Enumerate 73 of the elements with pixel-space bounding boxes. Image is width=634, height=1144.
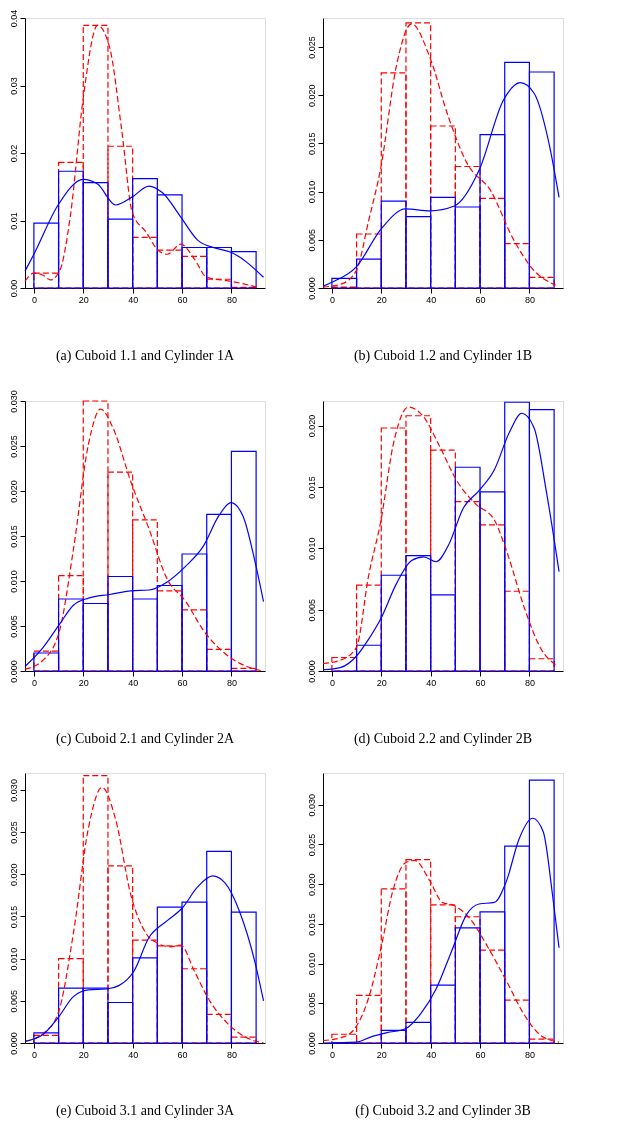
x-tick-label: 40 [128, 1049, 139, 1060]
x-tick-label: 40 [426, 294, 437, 305]
y-tick-label: 0.030 [8, 390, 19, 413]
y-tick-label: 0.005 [306, 229, 317, 252]
x-tick-label: 40 [426, 677, 437, 688]
text: (b) Cuboid 1.2 and Cylinder 1B [353, 348, 533, 364]
y-tick-label: 0.000 [306, 277, 317, 300]
x-tick-label: 0 [329, 677, 335, 688]
y-tick-label: 0.025 [306, 833, 317, 857]
y-tick-label: 0.005 [306, 992, 317, 1016]
x-tick-label: 60 [177, 294, 188, 305]
x-tick-label: 20 [376, 1049, 387, 1060]
x-tick-label: 60 [177, 677, 188, 688]
y-tick-label: 0.010 [8, 947, 19, 971]
y-tick-label: 0.020 [8, 480, 19, 503]
x-tick-label: 40 [128, 677, 139, 688]
x-tick-label: 60 [177, 1049, 188, 1060]
x-tick-label: 80 [524, 677, 535, 688]
x-tick-label: 0 [31, 677, 37, 688]
y-tick-label: 0.03 [8, 77, 19, 95]
x-tick-label: 20 [376, 294, 387, 305]
y-tick-label: 0.000 [8, 660, 19, 683]
y-tick-label: 0.04 [8, 9, 19, 28]
x-tick-label: 0 [31, 1049, 37, 1060]
y-tick-label: 0.010 [306, 180, 317, 204]
x-tick-label: 80 [226, 1049, 237, 1060]
y-tick-label: 0.015 [306, 913, 317, 936]
y-tick-label: 0.025 [8, 821, 19, 844]
y-tick-label: 0.000 [8, 1032, 19, 1055]
x-tick-label: 60 [475, 294, 486, 305]
x-tick-label: 60 [475, 1049, 486, 1060]
x-tick-label: 20 [376, 677, 387, 688]
y-tick-label: 0.030 [306, 794, 317, 817]
y-tick-label: 0.030 [8, 779, 19, 802]
text: (e) Cuboid 3.1 and Cylinder 3A [55, 1103, 235, 1119]
x-tick-label: 60 [475, 677, 486, 688]
y-tick-label: 0.00 [8, 279, 19, 298]
x-tick-label: 40 [426, 1049, 437, 1060]
y-tick-label: 0.020 [306, 84, 317, 107]
text: (d) Cuboid 2.2 and Cylinder 2B [353, 731, 533, 747]
y-tick-label: 0.005 [306, 598, 317, 622]
y-tick-label: 0.025 [8, 435, 19, 458]
x-tick-label: 80 [524, 294, 535, 305]
x-tick-label: 0 [329, 294, 335, 305]
y-tick-label: 0.010 [306, 952, 317, 976]
text: (f) Cuboid 3.2 and Cylinder 3B [355, 1103, 531, 1119]
y-tick-label: 0.005 [8, 990, 19, 1013]
y-tick-label: 0.015 [306, 476, 317, 499]
text: (a) Cuboid 1.1 and Cylinder 1A [55, 348, 235, 364]
x-tick-label: 20 [78, 294, 89, 305]
y-tick-label: 0.010 [8, 570, 19, 593]
x-tick-label: 0 [329, 1049, 335, 1060]
x-tick-label: 80 [226, 677, 237, 688]
y-tick-label: 0.005 [8, 615, 19, 638]
y-tick-label: 0.010 [306, 537, 317, 561]
text: (c) Cuboid 2.1 and Cylinder 2A [55, 731, 235, 747]
x-tick-label: 20 [78, 1049, 89, 1060]
y-tick-label: 0.02 [8, 144, 19, 163]
x-tick-label: 80 [226, 294, 237, 305]
y-tick-label: 0.015 [8, 905, 19, 929]
y-tick-label: 0.01 [8, 212, 19, 230]
y-tick-label: 0.020 [306, 414, 317, 438]
y-tick-label: 0.015 [306, 132, 317, 156]
y-tick-label: 0.020 [8, 863, 19, 887]
y-tick-label: 0.025 [306, 36, 317, 59]
y-tick-label: 0.000 [306, 660, 317, 683]
y-tick-label: 0.020 [306, 873, 317, 896]
y-tick-label: 0.015 [8, 525, 19, 548]
x-tick-label: 80 [524, 1049, 535, 1060]
y-tick-label: 0.000 [306, 1032, 317, 1055]
x-tick-label: 0 [31, 294, 37, 305]
x-tick-label: 40 [128, 294, 139, 305]
x-tick-label: 20 [78, 677, 89, 688]
